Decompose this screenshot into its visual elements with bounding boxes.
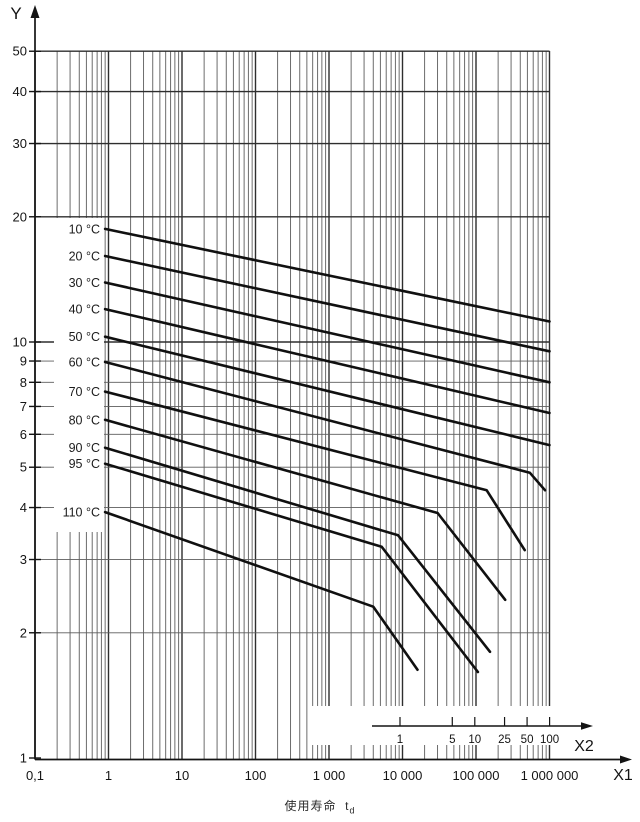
y-tick-label: 50 [13, 44, 27, 59]
curve-50C: 50 °C [69, 330, 551, 447]
y-tick-label: 6 [20, 427, 27, 442]
curve-label-20C: 20 °C [69, 249, 100, 263]
x2-tick-label: 10 [468, 734, 481, 746]
x1-tick-label: 100 [245, 768, 267, 783]
x1-tick-label: 10 [175, 768, 189, 783]
curve-20C: 20 °C [69, 249, 551, 353]
caption-symbol: t [345, 799, 350, 813]
y-tick-label: 3 [20, 552, 27, 567]
curve-label-40C: 40 °C [69, 303, 100, 317]
x2-tick-label: 25 [498, 734, 511, 746]
y-tick-label: 5 [20, 460, 27, 475]
curves: 10 °C 20 °C 30 °C 40 °C 50 °C 60 °C 70 °C 80 °C… [63, 222, 551, 674]
curve-95C: 95 °C [69, 457, 480, 674]
curve-label-110C: 110 °C [63, 506, 100, 520]
curve-label-10C: 10 °C [69, 222, 100, 236]
x1-tick-label: 1 [105, 768, 112, 783]
curve-label-50C: 50 °C [69, 330, 100, 344]
curve-40C: 40 °C [69, 303, 551, 415]
curve-70C: 70 °C [69, 385, 527, 552]
y-tick-label: 4 [20, 500, 27, 515]
y-tick-label: 10 [13, 335, 27, 350]
x1-tick-label: 0,1 [26, 768, 44, 783]
grid-masks [54, 218, 613, 745]
y-arrow-icon [30, 5, 40, 18]
x1-tick-label: 1 000 [313, 768, 346, 783]
y-tick-label: 30 [13, 136, 27, 151]
x1-axis: 0,1 1 10 100 1 000 10 000 100 000 1 000 000 X1 [26, 755, 633, 784]
curve-label-90C: 90 °C [69, 441, 100, 455]
x1-tick-label: 1 000 000 [521, 768, 579, 783]
y-tick-label: 8 [20, 375, 27, 390]
y-tick-label: 7 [20, 399, 27, 414]
y-tick-label: 40 [13, 84, 27, 99]
curve-110C: 110 °C [63, 506, 419, 672]
y-tick-label: 1 [20, 751, 27, 766]
x1-arrow-icon [620, 755, 632, 764]
y-tick-label: 9 [20, 354, 27, 369]
grid [34, 50, 551, 760]
x2-tick-label: 1 [397, 734, 403, 746]
curve-label-80C: 80 °C [69, 413, 100, 427]
y-tick-label: 20 [13, 209, 27, 224]
x2-arrow-icon [581, 722, 593, 730]
curve-60C: 60 °C [69, 356, 547, 492]
x1-tick-label: 100 000 [453, 768, 500, 783]
x2-axis-name: X2 [574, 738, 594, 755]
curve-label-60C: 60 °C [69, 356, 100, 370]
y-axis-name: Y [10, 4, 21, 23]
curve-label-30C: 30 °C [69, 276, 100, 290]
caption-text: 使用寿命 [284, 799, 337, 813]
curve-30C: 30 °C [69, 276, 551, 384]
x2-axis: 1 5 10 25 50 100 X2 [372, 717, 594, 755]
curve-label-95C: 95 °C [69, 457, 100, 471]
x2-tick-label: 100 [540, 734, 559, 746]
y-tick-label: 2 [20, 625, 27, 640]
curve-80C: 80 °C [69, 413, 507, 602]
curve-label-70C: 70 °C [69, 385, 100, 399]
x-axis-caption: 使用寿命 td [0, 797, 640, 815]
x2-tick-label: 5 [449, 734, 455, 746]
curve-10C: 10 °C [69, 222, 551, 323]
x2-tick-label: 50 [521, 734, 534, 746]
x1-tick-label: 10 000 [383, 768, 423, 783]
curve-90C: 90 °C [69, 441, 492, 654]
caption-subscript: d [349, 805, 356, 816]
x1-axis-name: X1 [613, 767, 633, 784]
y-axis: Y 50 40 30 20 10 9 8 7 6 5 4 3 2 1 [10, 4, 41, 766]
